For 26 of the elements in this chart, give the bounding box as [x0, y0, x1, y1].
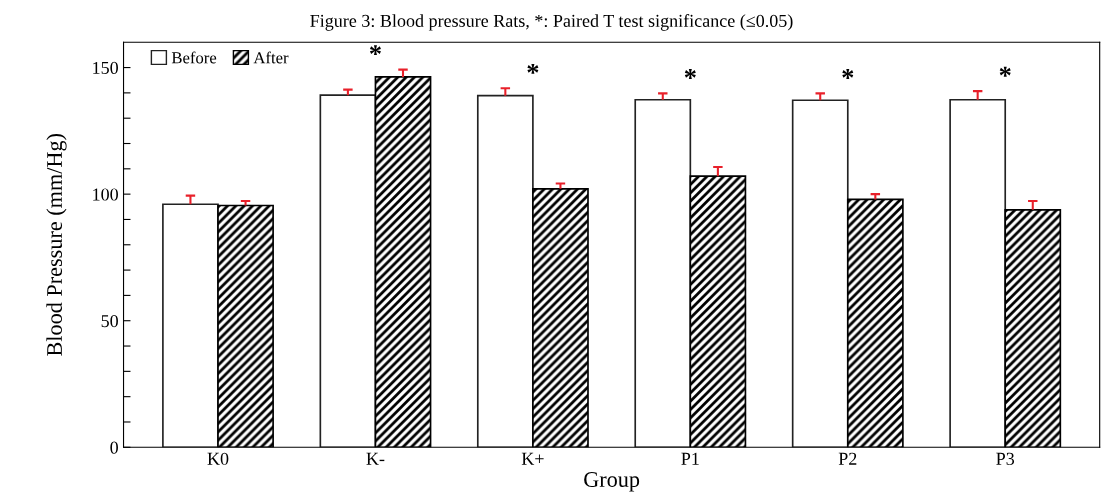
y-tick-label: 150: [93, 61, 118, 74]
annotation: *: [842, 68, 854, 79]
x-tick-label: K-: [366, 452, 385, 465]
annotation: *: [527, 63, 539, 74]
x-tick-label: K+: [521, 452, 544, 465]
bar: [791, 99, 849, 448]
annotation: *: [999, 66, 1011, 77]
legend-label: Before: [171, 51, 217, 64]
x-tick-label: P1: [681, 452, 699, 465]
bar: [162, 203, 219, 448]
y-tick-label: 50: [101, 314, 118, 328]
bar: [319, 94, 377, 448]
bar: [634, 98, 692, 448]
y-tick-label: 100: [93, 188, 118, 201]
bar: [476, 94, 534, 448]
annotation: *: [369, 45, 381, 56]
y-axis-title: Blood Pressure (mm/Hg): [46, 134, 67, 356]
x-tick-label: P2: [838, 452, 857, 465]
legend-label: After: [253, 51, 289, 64]
bar: [949, 98, 1007, 448]
x-axis-title: Group: [584, 472, 640, 492]
annotation: *: [684, 68, 696, 79]
y-tick-label: 0: [110, 441, 118, 454]
x-tick-label: P3: [996, 452, 1015, 465]
chart-title: Figure 3: Blood pressure Rats, *: Paired T test significance (≤0.05): [310, 14, 793, 31]
x-tick-label: K0: [207, 452, 229, 465]
